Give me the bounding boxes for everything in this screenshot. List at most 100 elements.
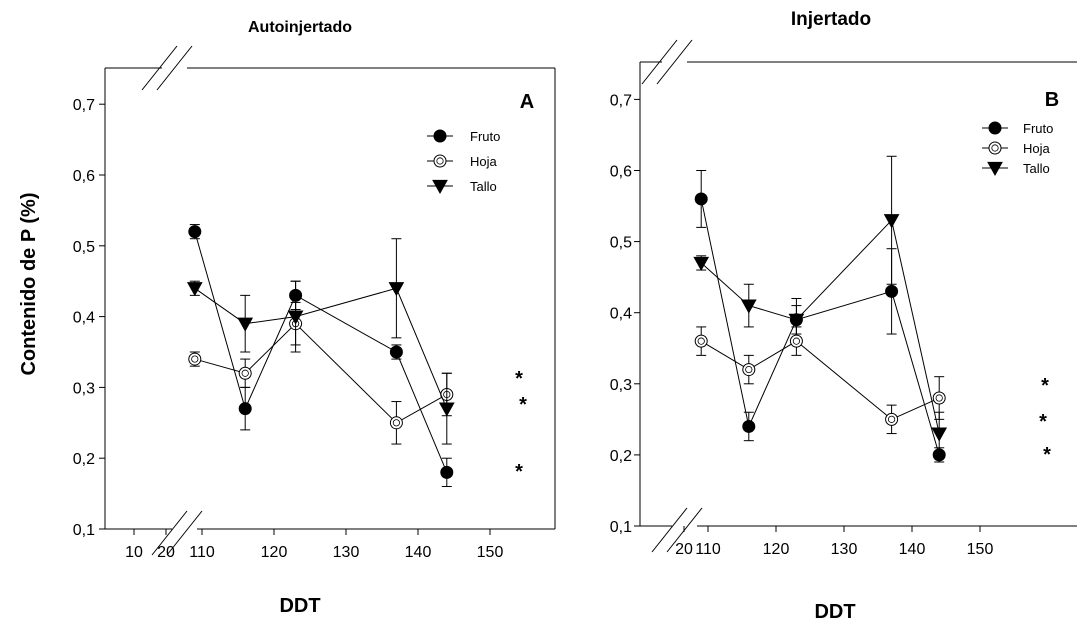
panel-b-series-fruto-point xyxy=(694,192,708,206)
panel-b-y-tick-label: 0,2 xyxy=(610,448,632,465)
panel-a-series-fruto-point xyxy=(440,465,454,479)
panel-b-series-hoja-point-inner xyxy=(745,365,753,374)
panel-a-x-tick-label: 150 xyxy=(477,544,504,561)
panel-b-legend-hoja-label: Hoja xyxy=(1023,141,1051,156)
panel-b-series-hoja-point xyxy=(885,412,899,426)
panel-a-series-tallo-point xyxy=(388,282,405,297)
panel-b-series-tallo-point xyxy=(931,427,948,442)
panel-a-legend-fruto-label: Fruto xyxy=(470,129,500,144)
panel-b-x-axis-title: DDT xyxy=(814,601,855,623)
panel-b-x-tick-label: 130 xyxy=(831,541,858,558)
panel-a-significance-star: * xyxy=(519,394,527,416)
panel-a-legend-fruto-marker xyxy=(433,129,447,143)
panel-a-title: Autoinjertado xyxy=(248,19,352,36)
panel-b-legend-tallo-marker xyxy=(987,161,1003,177)
panel-b-x-tick-label: 140 xyxy=(899,541,926,558)
panel-b-legend-tallo-label: Tallo xyxy=(1023,161,1050,176)
panel-a-series-hoja-point xyxy=(188,352,202,366)
panel-b-series-hoja-point-inner xyxy=(697,337,705,345)
panel-a-legend-hoja-marker xyxy=(433,154,447,168)
panel-b-significance-star: * xyxy=(1039,411,1047,433)
panel-b-legend-hoja-marker xyxy=(988,141,1002,155)
panel-a-x-axis-title: DDT xyxy=(279,595,320,617)
panel-a-series-hoja-point-inner xyxy=(191,355,199,363)
panel-b-y-tick-label: 0,7 xyxy=(610,92,632,109)
panel-b-legend-hoja-marker-inner xyxy=(991,144,999,152)
panel-b-series-hoja-point xyxy=(742,363,756,377)
panel-b-top-break-2 xyxy=(656,39,693,85)
panel-a-y-tick-label: 0,2 xyxy=(73,451,95,468)
panel-b-series-fruto-line xyxy=(700,198,940,456)
panel-a-series-hoja-point xyxy=(238,366,252,380)
panel-b-series-tallo-line xyxy=(700,219,940,434)
panel-a-legend-hoja-marker-inner xyxy=(436,157,444,165)
panel-b-series-hoja-point xyxy=(694,334,708,348)
panel-a-significance-star: * xyxy=(515,461,523,483)
panel-b-series-tallo-point xyxy=(740,299,757,314)
panel-a-series-hoja-line xyxy=(194,322,448,424)
panel-a-y-tick-label: 0,6 xyxy=(73,168,95,185)
panel-a-series-fruto-line xyxy=(194,231,448,473)
panel-a-series-hoja-point-inner xyxy=(392,419,400,427)
panel-a-legend-hoja-label: Hoja xyxy=(470,154,498,169)
panel-b-series-tallo-point xyxy=(693,256,710,271)
panel-a-y-tick-label: 0,5 xyxy=(73,239,95,256)
panel-a-legend-tallo-marker xyxy=(432,179,448,195)
panel-b: Injertado DDT B xyxy=(791,9,1059,623)
panel-a-top-break-1 xyxy=(141,45,178,91)
panel-a-y-tick-label: 0,3 xyxy=(73,380,95,397)
panel-b-legend-fruto-marker xyxy=(988,121,1002,135)
panel-a-series-fruto-point xyxy=(238,402,252,416)
panel-b-y-tick-label: 0,4 xyxy=(610,306,632,323)
chart-marks: 0,10,20,30,40,50,60,710 20 110 120 130 140 150… xyxy=(73,39,1077,561)
panel-a-y-axis-title: Contenido de P (%) xyxy=(18,193,40,376)
panel-b-y-tick-label: 0,6 xyxy=(610,164,632,181)
panel-b-x-tick-label: 150 xyxy=(967,541,994,558)
panel-b-series-hoja-point xyxy=(932,391,946,405)
panel-a-series-hoja-point-inner xyxy=(241,369,249,377)
panel-a-series-tallo-point xyxy=(438,402,455,417)
panel-b-series-tallo-point xyxy=(883,214,900,229)
panel-a-x-tick-label: 140 xyxy=(405,544,432,561)
panel-a-x-tick-label: 20 xyxy=(157,544,175,561)
panel-a-legend-tallo-label: Tallo xyxy=(470,179,497,194)
panel-b-y-tick-label: 0,3 xyxy=(610,377,632,394)
panel-a-series-hoja-point xyxy=(389,416,403,430)
panel-b-significance-star: * xyxy=(1043,444,1051,466)
panel-a-series-tallo-point xyxy=(287,310,304,325)
panel-a-letter: A xyxy=(520,91,534,113)
panel-b-series-hoja-point-inner xyxy=(935,394,943,402)
panel-a-x-break-1 xyxy=(151,510,188,556)
panel-b-y-tick-label: 0,1 xyxy=(610,519,632,536)
panel-b-significance-star: * xyxy=(1041,375,1049,397)
panel-a-series-tallo-point xyxy=(237,317,254,332)
panel-a-significance-star: * xyxy=(515,368,523,390)
panel-a: Autoinjertado DDT Contenido de P (%) A xyxy=(18,19,534,617)
panel-b-series-fruto-point xyxy=(885,284,899,298)
panel-b-y-tick-label: 0,5 xyxy=(610,235,632,252)
panel-b-series-hoja-point xyxy=(789,334,803,348)
panel-b-x-break-1 xyxy=(651,507,688,553)
panel-b-series-hoja-line xyxy=(700,340,940,420)
panel-a-y-tick-label: 0,1 xyxy=(73,522,95,539)
panel-a-x-tick-label: 120 xyxy=(261,544,288,561)
panel-b-series-tallo-point xyxy=(788,313,805,328)
panel-b-title: Injertado xyxy=(791,9,871,30)
panel-b-x-tick-label: 120 xyxy=(763,541,790,558)
panel-a-series-fruto-point xyxy=(389,345,403,359)
panel-a-x-tick-label: 110 xyxy=(189,544,215,561)
panel-a-x-break-2 xyxy=(166,510,203,556)
panel-a-x-tick-label: 130 xyxy=(333,544,360,561)
panel-a-y-tick-label: 0,7 xyxy=(73,97,95,114)
panel-a-series-fruto-point xyxy=(188,225,202,239)
panel-b-letter: B xyxy=(1045,89,1059,111)
panel-a-x-tick-label: 10 xyxy=(125,544,143,561)
panel-b-x-tick-label: 110 xyxy=(695,541,721,558)
panel-b-series-fruto-point xyxy=(742,419,756,433)
panel-b-top-break-1 xyxy=(641,39,678,85)
panel-a-top-break-2 xyxy=(156,45,193,91)
panel-b-series-hoja-point-inner xyxy=(887,415,896,423)
panel-b-x-tick-label: 20 xyxy=(675,541,693,558)
panel-a-series-tallo-point xyxy=(186,282,203,297)
